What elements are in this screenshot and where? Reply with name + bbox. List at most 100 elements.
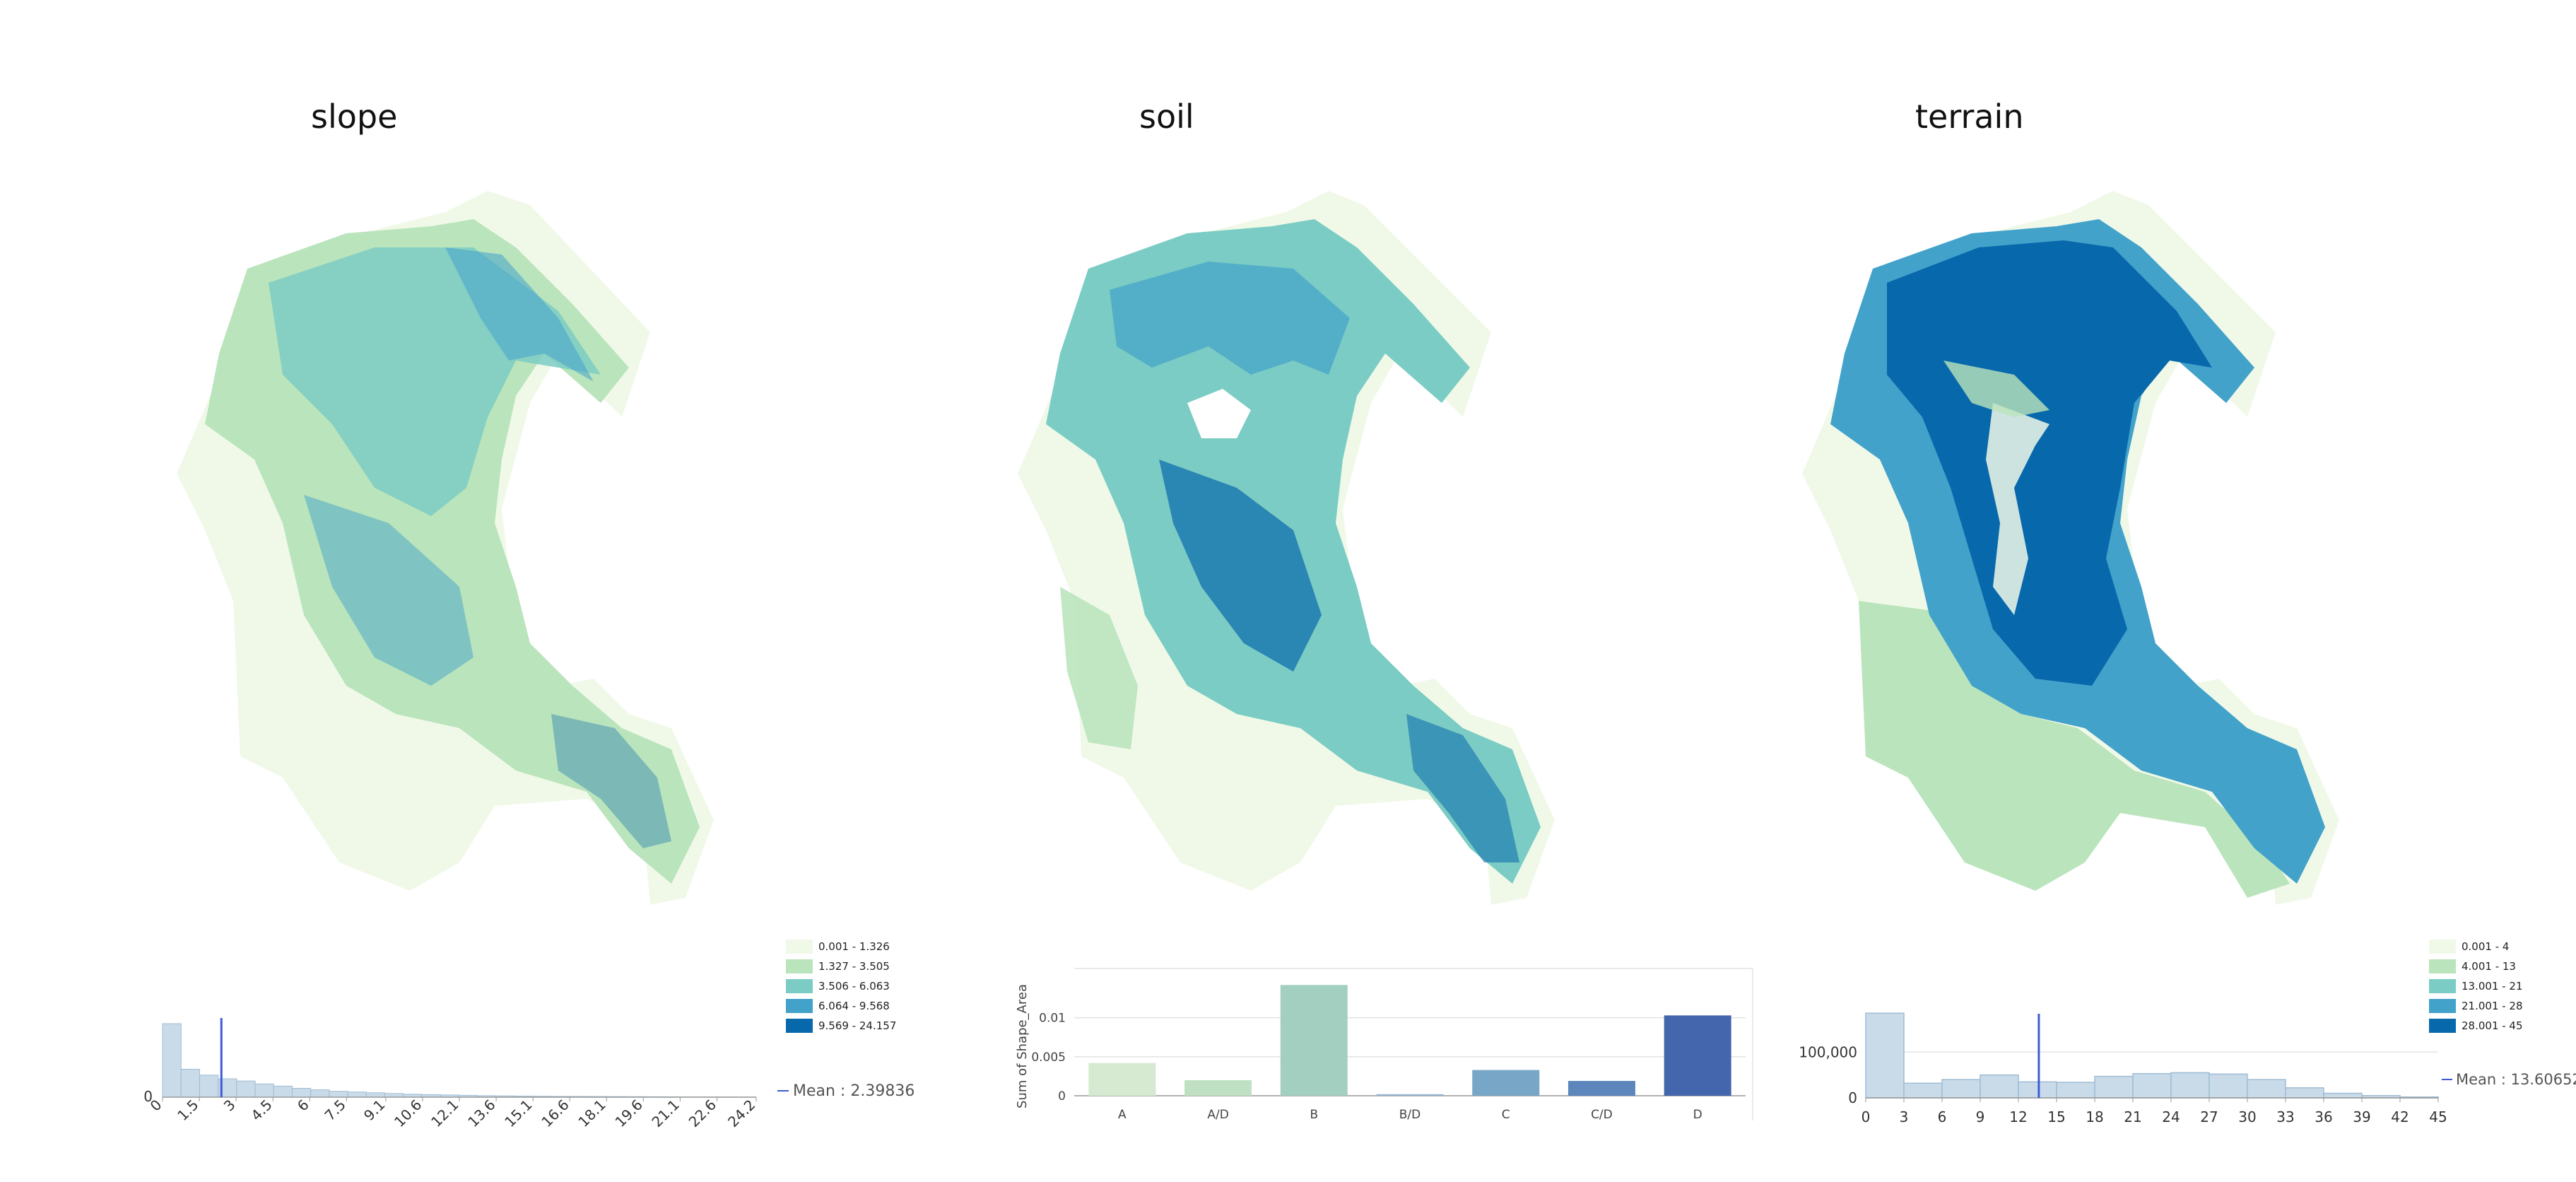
slope-legend: 0.001 - 1.326 1.327 - 3.505 3.506 - 6.06… bbox=[786, 937, 896, 1036]
terrain-hist-x-tick: 15 bbox=[2047, 1108, 2065, 1125]
terrain-title: terrain bbox=[1915, 98, 2024, 136]
terrain-legend-label-4: 21.001 - 28 bbox=[2462, 1000, 2523, 1012]
soil-chart-y-tick: 0 bbox=[1058, 1089, 1066, 1104]
terrain-hist-x-tick: 21 bbox=[2124, 1108, 2141, 1125]
slope-legend-label-5: 9.569 - 24.157 bbox=[818, 1019, 897, 1032]
terrain-hist-mean-label: Mean : 13.60652 bbox=[2456, 1071, 2576, 1088]
terrain-hist-bar bbox=[1941, 1079, 1981, 1099]
terrain-panel: terrain 0.001 - 4 4.001 - 13 13.001 - 21… bbox=[1767, 0, 2576, 1182]
terrain-map-valley-2 bbox=[1943, 361, 2049, 417]
slope-hist-x-tick: 15.1 bbox=[501, 1096, 535, 1130]
slope-legend-swatch-2 bbox=[786, 959, 813, 973]
terrain-hist-bar bbox=[2323, 1092, 2363, 1099]
slope-hist-bar bbox=[273, 1085, 293, 1098]
terrain-legend-item-3: 13.001 - 21 bbox=[2429, 976, 2523, 996]
terrain-legend-label-2: 4.001 - 13 bbox=[2462, 960, 2516, 973]
soil-map-class-d-1 bbox=[1110, 262, 1350, 375]
slope-histogram: 00 1.5 3 4.5 6 7.5 9.1 10.6 12.1 13.6 15.1 16.6 18.1… bbox=[143, 1018, 914, 1130]
terrain-hist-y-tick: 100,000 bbox=[1799, 1043, 1857, 1060]
soil-title: soil bbox=[1139, 98, 1194, 136]
soil-map-hole bbox=[1187, 389, 1251, 438]
slope-hist-x-tick: 19.6 bbox=[611, 1096, 645, 1130]
terrain-hist-x-tick: 0 bbox=[1862, 1108, 1871, 1125]
terrain-hist-bar bbox=[1865, 1012, 1905, 1099]
terrain-legend-swatch-4 bbox=[2429, 999, 2456, 1013]
terrain-legend-item-2: 4.001 - 13 bbox=[2429, 956, 2523, 976]
slope-legend-label-1: 0.001 - 1.326 bbox=[818, 940, 890, 953]
terrain-legend-item-5: 28.001 - 45 bbox=[2429, 1016, 2523, 1036]
terrain-legend-swatch-5 bbox=[2429, 1019, 2456, 1033]
soil-chart-bar bbox=[1568, 1081, 1635, 1096]
soil-map-class-d-3 bbox=[1406, 714, 1519, 862]
slope-legend-swatch-4 bbox=[786, 999, 813, 1013]
terrain-map-valley-1 bbox=[1986, 403, 2049, 615]
soil-chart-x-tick: A bbox=[1118, 1108, 1127, 1122]
terrain-map bbox=[1802, 191, 2339, 905]
slope-hist-bar bbox=[199, 1075, 219, 1098]
soil-chart-bar bbox=[1280, 985, 1348, 1096]
slope-legend-swatch-5 bbox=[786, 1019, 813, 1033]
soil-chart-bar bbox=[1088, 1063, 1156, 1096]
terrain-legend-item-4: 21.001 - 28 bbox=[2429, 996, 2523, 1016]
soil-panel: soil 0 0.005 0.01 A A/D B B/D C C/D D Sum of Shape… bbox=[919, 0, 1767, 1182]
slope-legend-item-2: 1.327 - 3.505 bbox=[786, 956, 896, 976]
slope-legend-item-1: 0.001 - 1.326 bbox=[786, 937, 896, 956]
soil-chart-y-tick: 0.005 bbox=[1031, 1051, 1066, 1065]
slope-hist-x-tick: 16.6 bbox=[538, 1096, 572, 1130]
terrain-hist-bar bbox=[2018, 1081, 2057, 1099]
soil-map-class-a bbox=[1060, 587, 1138, 749]
terrain-hist-x-tick: 6 bbox=[1938, 1108, 1947, 1125]
terrain-hist-x-tick: 33 bbox=[2276, 1108, 2294, 1125]
soil-chart-bar bbox=[1664, 1015, 1731, 1096]
slope-legend-item-4: 6.064 - 9.568 bbox=[786, 996, 896, 1016]
terrain-legend-label-5: 28.001 - 45 bbox=[2462, 1019, 2523, 1032]
soil-chart-x-tick: B bbox=[1310, 1108, 1318, 1122]
slope-hist-x-tick: 13.6 bbox=[464, 1096, 498, 1130]
slope-hist-bar bbox=[310, 1089, 330, 1098]
terrain-hist-x-tick: 12 bbox=[2009, 1108, 2027, 1125]
slope-map bbox=[177, 191, 714, 905]
terrain-hist-x-tick: 24 bbox=[2162, 1108, 2180, 1125]
terrain-hist-x-tick: 36 bbox=[2315, 1108, 2332, 1125]
slope-hist-bar bbox=[291, 1088, 312, 1098]
terrain-hist-bar bbox=[2170, 1072, 2210, 1099]
soil-bar-chart: 0 0.005 0.01 A A/D B B/D C C/D D Sum of Shape_Area bbox=[1015, 968, 1753, 1122]
slope-hist-bar bbox=[254, 1083, 274, 1098]
slope-hist-x-tick: 12.1 bbox=[428, 1096, 461, 1130]
slope-hist-x-tick: 21.1 bbox=[648, 1096, 682, 1130]
terrain-hist-bar bbox=[2209, 1073, 2248, 1099]
slope-legend-swatch-3 bbox=[786, 979, 813, 993]
slope-hist-x-tick: 7.5 bbox=[321, 1096, 348, 1124]
terrain-hist-bar bbox=[2056, 1082, 2095, 1099]
soil-chart-x-tick: C/D bbox=[1591, 1108, 1613, 1122]
soil-chart-x-tick: A/D bbox=[1207, 1108, 1228, 1122]
slope-hist-y-tick: 0 bbox=[143, 1088, 153, 1105]
slope-title: slope bbox=[311, 98, 398, 136]
terrain-legend: 0.001 - 4 4.001 - 13 13.001 - 21 21.001 … bbox=[2429, 937, 2523, 1036]
soil-chart-x-tick: D bbox=[1693, 1108, 1702, 1122]
slope-hist-x-tick: 18.1 bbox=[575, 1096, 608, 1130]
slope-hist-x-tick: 4.5 bbox=[247, 1096, 275, 1124]
terrain-legend-swatch-1 bbox=[2429, 940, 2456, 954]
terrain-hist-bar bbox=[1903, 1082, 1943, 1099]
terrain-hist-bar bbox=[2285, 1087, 2324, 1099]
slope-hist-bar bbox=[180, 1068, 200, 1098]
slope-hist-x-tick: 24.2 bbox=[724, 1096, 758, 1130]
soil-chart-y-axis-label: Sum of Shape_Area bbox=[1015, 984, 1030, 1108]
slope-legend-label-3: 3.506 - 6.063 bbox=[818, 980, 890, 993]
slope-hist-bar bbox=[384, 1093, 404, 1098]
soil-chart-bar bbox=[1472, 1070, 1540, 1096]
slope-legend-item-3: 3.506 - 6.063 bbox=[786, 976, 896, 996]
slope-hist-bar bbox=[236, 1080, 256, 1098]
slope-legend-item-5: 9.569 - 24.157 bbox=[786, 1016, 896, 1036]
terrain-hist-bar bbox=[2247, 1079, 2286, 1099]
terrain-hist-x-tick: 42 bbox=[2391, 1108, 2409, 1125]
soil-chart-y-tick: 0.01 bbox=[1039, 1012, 1066, 1026]
terrain-hist-x-tick: 3 bbox=[1900, 1108, 1909, 1125]
terrain-hist-x-tick: 9 bbox=[1976, 1108, 1985, 1125]
terrain-hist-x-tick: 45 bbox=[2429, 1108, 2447, 1125]
terrain-hist-x-tick: 39 bbox=[2353, 1108, 2370, 1125]
terrain-legend-swatch-3 bbox=[2429, 979, 2456, 993]
soil-chart-x-tick: C bbox=[1502, 1108, 1510, 1122]
